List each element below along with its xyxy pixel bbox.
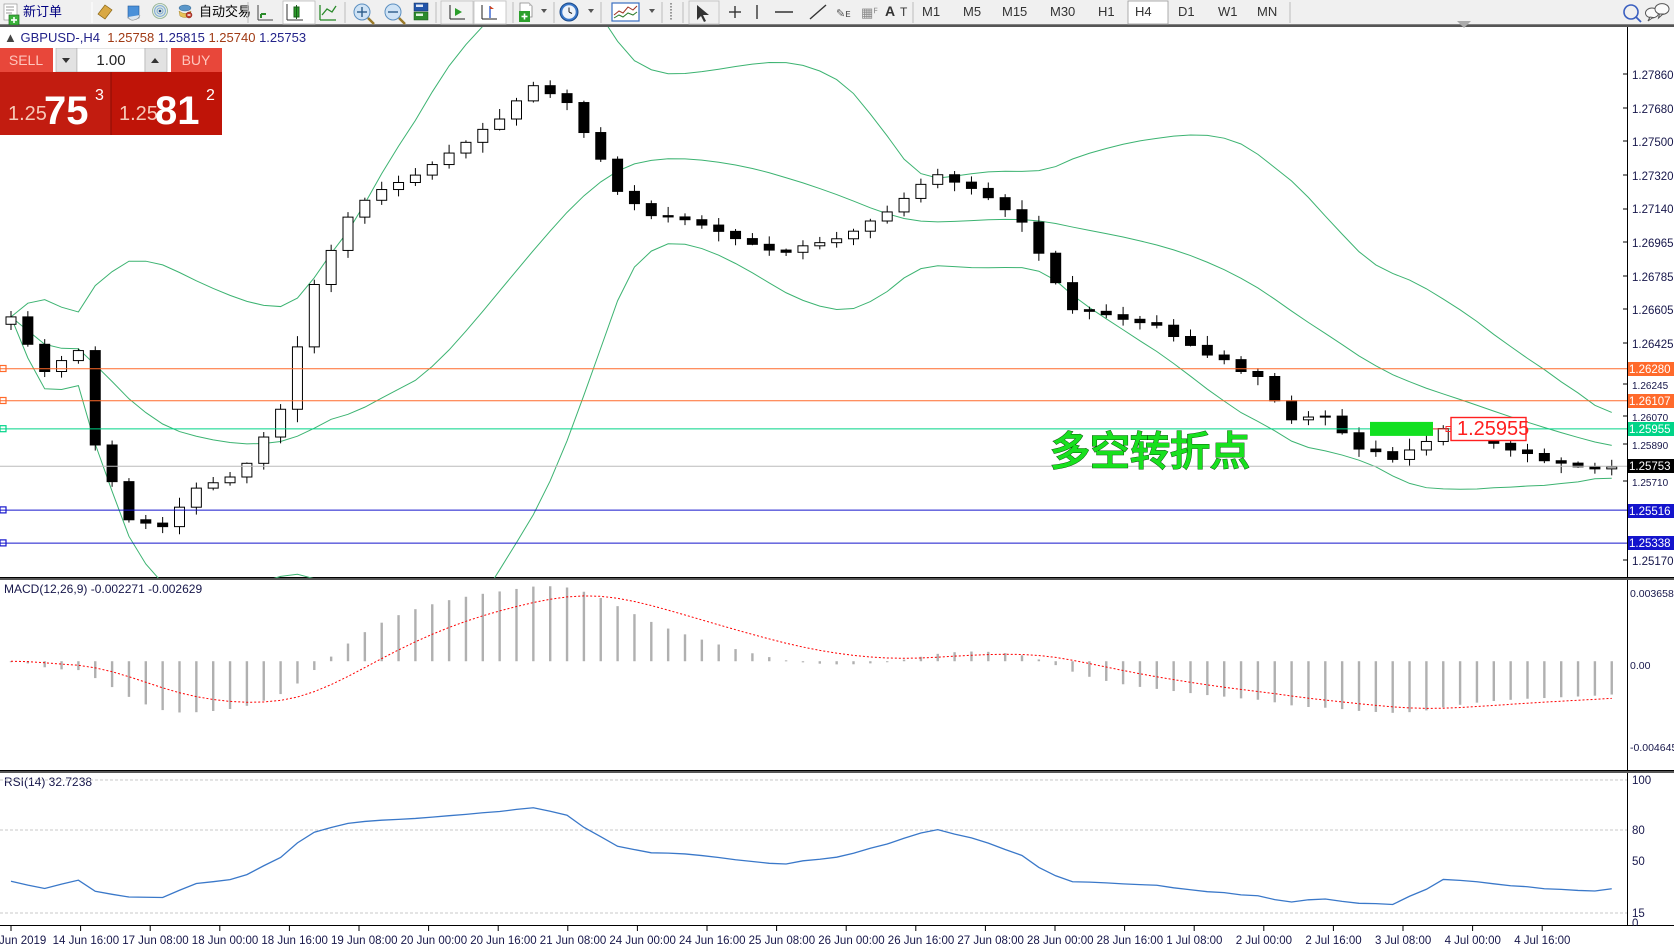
svg-text:14 Jun 2019: 14 Jun 2019 xyxy=(0,935,46,947)
svg-text:0.00: 0.00 xyxy=(1630,660,1651,672)
svg-text:1.27860: 1.27860 xyxy=(1632,70,1674,82)
svg-text:50: 50 xyxy=(1632,856,1645,868)
svg-text:1.25955: 1.25955 xyxy=(1629,424,1671,436)
svg-text:19 Jun 08:00: 19 Jun 08:00 xyxy=(331,935,398,947)
svg-text:26 Jun 00:00: 26 Jun 00:00 xyxy=(818,935,885,947)
svg-text:1.27320: 1.27320 xyxy=(1632,171,1674,183)
svg-text:25 Jun 08:00: 25 Jun 08:00 xyxy=(749,935,816,947)
svg-text:A: A xyxy=(885,3,895,19)
svg-text:D1: D1 xyxy=(1178,4,1195,19)
svg-text:20 Jun 00:00: 20 Jun 00:00 xyxy=(401,935,468,947)
svg-text:1 Jul 08:00: 1 Jul 08:00 xyxy=(1166,935,1222,947)
svg-text:1.27140: 1.27140 xyxy=(1632,204,1674,216)
svg-text:24 Jun 16:00: 24 Jun 16:00 xyxy=(679,935,746,947)
svg-text:1.25753: 1.25753 xyxy=(1629,461,1671,473)
svg-text:1.26107: 1.26107 xyxy=(1629,396,1671,408)
svg-text:14 Jun 16:00: 14 Jun 16:00 xyxy=(53,935,120,947)
svg-text:H4: H4 xyxy=(1135,4,1152,19)
svg-text:100: 100 xyxy=(1632,775,1651,787)
svg-text:1.26280: 1.26280 xyxy=(1629,364,1671,376)
svg-text:W1: W1 xyxy=(1218,4,1238,19)
svg-text:1.25955: 1.25955 xyxy=(1457,418,1529,440)
svg-text:T: T xyxy=(900,5,908,19)
svg-text:1.26425: 1.26425 xyxy=(1632,339,1674,351)
svg-text:26 Jun 16:00: 26 Jun 16:00 xyxy=(888,935,955,947)
svg-text:M15: M15 xyxy=(1002,4,1027,19)
svg-text:新订单: 新订单 xyxy=(23,4,62,19)
svg-text:▦ꟳ: ▦ꟳ xyxy=(861,5,878,20)
svg-text:MN: MN xyxy=(1257,4,1277,19)
svg-text:20 Jun 16:00: 20 Jun 16:00 xyxy=(470,935,537,947)
svg-text:1.25710: 1.25710 xyxy=(1632,478,1669,489)
svg-text:-0.004645: -0.004645 xyxy=(1630,742,1674,754)
svg-text:1.27680: 1.27680 xyxy=(1632,104,1674,116)
svg-text:1.26785: 1.26785 xyxy=(1632,272,1674,284)
svg-text:1.26245: 1.26245 xyxy=(1632,381,1669,392)
svg-text:1.25170: 1.25170 xyxy=(1632,556,1674,568)
svg-text:17 Jun 08:00: 17 Jun 08:00 xyxy=(122,935,189,947)
svg-text:24 Jun 00:00: 24 Jun 00:00 xyxy=(609,935,676,947)
svg-text:H1: H1 xyxy=(1098,4,1115,19)
svg-text:多空转折点: 多空转折点 xyxy=(1050,430,1250,474)
svg-text:2 Jul 16:00: 2 Jul 16:00 xyxy=(1305,935,1361,947)
svg-text:0.003658: 0.003658 xyxy=(1630,588,1674,600)
svg-text:21 Jun 08:00: 21 Jun 08:00 xyxy=(540,935,607,947)
svg-text:4 Jul 00:00: 4 Jul 00:00 xyxy=(1445,935,1501,947)
svg-text:1.25338: 1.25338 xyxy=(1629,538,1671,550)
svg-text:M5: M5 xyxy=(963,4,981,19)
svg-text:3 Jul 08:00: 3 Jul 08:00 xyxy=(1375,935,1431,947)
svg-text:1.26605: 1.26605 xyxy=(1632,305,1674,317)
svg-text:✎ᴇ: ✎ᴇ xyxy=(836,8,851,20)
svg-text:28 Jun 16:00: 28 Jun 16:00 xyxy=(1097,935,1164,947)
svg-text:18 Jun 00:00: 18 Jun 00:00 xyxy=(192,935,259,947)
svg-text:80: 80 xyxy=(1632,825,1645,837)
svg-text:M30: M30 xyxy=(1050,4,1075,19)
svg-text:27 Jun 08:00: 27 Jun 08:00 xyxy=(957,935,1024,947)
svg-text:4 Jul 16:00: 4 Jul 16:00 xyxy=(1514,935,1570,947)
svg-text:1.25890: 1.25890 xyxy=(1632,441,1669,452)
svg-text:1.27500: 1.27500 xyxy=(1632,137,1674,149)
svg-text:M1: M1 xyxy=(922,4,940,19)
svg-text:2 Jul 00:00: 2 Jul 00:00 xyxy=(1236,935,1292,947)
svg-text:1.25516: 1.25516 xyxy=(1629,506,1671,518)
svg-text:自动交易: 自动交易 xyxy=(199,4,251,19)
svg-text:1.26965: 1.26965 xyxy=(1632,238,1674,250)
svg-text:18 Jun 16:00: 18 Jun 16:00 xyxy=(261,935,328,947)
svg-text:28 Jun 00:00: 28 Jun 00:00 xyxy=(1027,935,1094,947)
